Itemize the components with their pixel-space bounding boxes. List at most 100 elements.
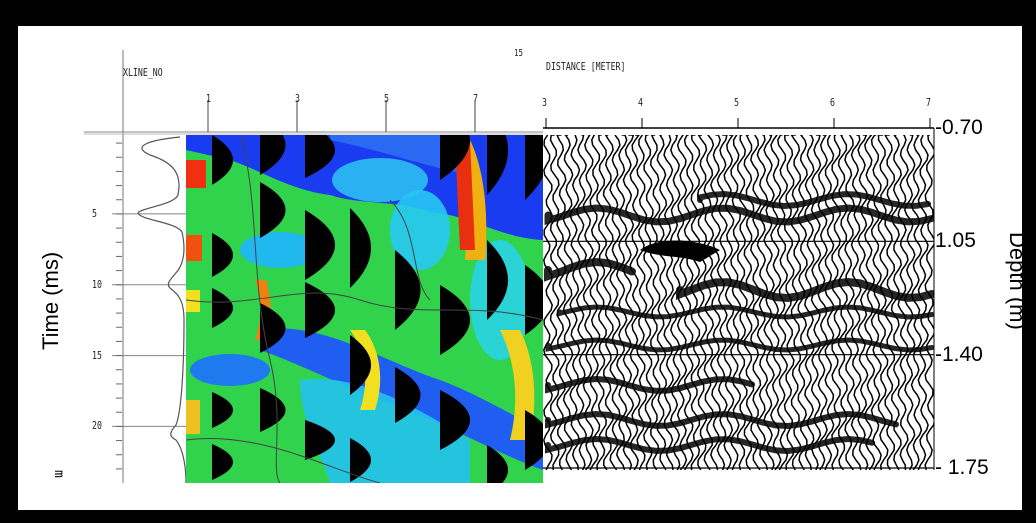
header-mid-label: 15: [514, 48, 524, 59]
seismic-trace: [622, 135, 635, 470]
amplitude-lobe: [395, 367, 421, 423]
seismic-trace: [636, 135, 648, 470]
reflection-events: [544, 191, 934, 454]
seismic-trace: [877, 135, 889, 470]
amplitude-lobe: [487, 445, 508, 483]
time-tick-label: 10: [92, 277, 102, 291]
distance-tick-label: 7: [926, 96, 931, 109]
amplitude-lobe: [305, 210, 335, 280]
left-trace-curve: [137, 136, 187, 484]
seismic-trace: [562, 135, 574, 470]
amplitude-lobe: [350, 335, 371, 395]
seismic-trace: [643, 135, 654, 470]
seismic-trace: [810, 135, 822, 470]
reflection-band: [697, 191, 931, 209]
seismic-trace: [817, 135, 828, 470]
seismic-trace: [670, 135, 681, 470]
amplitude-lobe: [487, 135, 508, 195]
amplitude-lobe: [260, 303, 286, 353]
depth-axis-label: Depth (m): [1005, 232, 1030, 330]
reflection-band: [676, 277, 934, 302]
xline-tick-label: 5: [384, 92, 389, 105]
distance-header: DISTANCE [METER]: [546, 60, 626, 73]
seismic-trace: [763, 135, 775, 470]
seismic-trace: [690, 135, 701, 470]
time-tick-label: 5: [92, 206, 97, 220]
xline-tick-label: 1: [206, 92, 211, 105]
seismic-trace: [569, 135, 581, 470]
seismic-trace: [884, 135, 896, 470]
amplitude-lobe: [440, 135, 470, 180]
amplitude-lobe: [305, 135, 335, 178]
seismic-trace: [824, 135, 835, 470]
right-x-ticks: [545, 118, 931, 128]
amplitude-lobe: [305, 282, 335, 338]
time-tick-label: 15: [92, 348, 102, 362]
depth-tick-label: 1.05: [935, 229, 976, 253]
depth-tick-label: - 1.75: [935, 456, 989, 479]
depth-lines: [543, 240, 934, 469]
seismic-trace: [615, 135, 628, 470]
reflection-band: [544, 257, 636, 282]
amplitude-lobe: [487, 240, 508, 320]
amplitude-lobe: [395, 250, 421, 330]
amplitude-lobe: [525, 135, 543, 200]
reflection-band: [544, 204, 934, 226]
seismic-trace: [676, 135, 688, 470]
amplitude-lobe: [212, 233, 233, 277]
xline-tick-label: 3: [295, 92, 300, 105]
distance-tick-label: 3: [542, 96, 547, 109]
amplitude-lobe: [212, 392, 233, 428]
amplitude-lobe: [212, 444, 233, 480]
seismic-trace: [556, 135, 567, 470]
seismic-trace: [797, 135, 808, 470]
amplitude-lobe: [350, 208, 371, 288]
heatmap-panel: [186, 135, 543, 483]
seismic-trace: [924, 135, 934, 470]
amplitude-lobe: [212, 288, 233, 328]
amplitude-lobe: [260, 182, 286, 238]
reflection-band: [557, 304, 934, 320]
seismic-trace: [683, 135, 694, 470]
seismic-trace: [656, 135, 668, 470]
reflection-lens: [640, 240, 720, 262]
seismic-trace: [649, 135, 661, 470]
amplitude-lobe: [305, 420, 335, 460]
seismic-trace: [543, 135, 553, 470]
amplitude-lobe: [350, 438, 371, 482]
left-x-ticks: [207, 100, 476, 132]
seismic-trace: [663, 135, 674, 470]
reflection-band: [545, 375, 755, 394]
time-axis-label: Time (ms): [38, 251, 63, 350]
amplitude-lobe: [260, 135, 286, 175]
xline-header: XLINE_NO: [123, 66, 163, 79]
wiggle-panel: [543, 118, 935, 470]
xline-tick-label: 7: [473, 92, 478, 105]
reflection-band: [545, 435, 875, 454]
amplitude-lobe: [260, 388, 286, 432]
depth-tick-label: -0.70: [935, 116, 983, 139]
reflection-band: [545, 337, 934, 353]
seismic-trace: [804, 135, 815, 470]
amplitude-lobe: [440, 285, 470, 355]
seismic-trace: [736, 135, 748, 470]
seismic-trace: [750, 135, 762, 470]
amplitude-lobe: [212, 135, 233, 185]
distance-tick-label: 5: [734, 96, 739, 109]
amplitude-lobe: [525, 265, 543, 335]
reflection-band: [545, 410, 899, 429]
seismic-trace: [609, 135, 621, 470]
corner-mark: m: [51, 470, 66, 478]
distance-tick-label: 6: [830, 96, 835, 109]
seismic-trace: [549, 135, 560, 470]
amplitude-lobe: [440, 390, 470, 450]
time-tick-label: 20: [92, 419, 102, 433]
depth-tick-label: -1.40: [935, 342, 983, 366]
amplitude-lobe: [525, 410, 543, 470]
seismic-trace: [870, 135, 882, 470]
seismic-trace: [629, 135, 641, 470]
seismic-trace: [756, 135, 769, 470]
distance-tick-label: 4: [638, 96, 643, 109]
